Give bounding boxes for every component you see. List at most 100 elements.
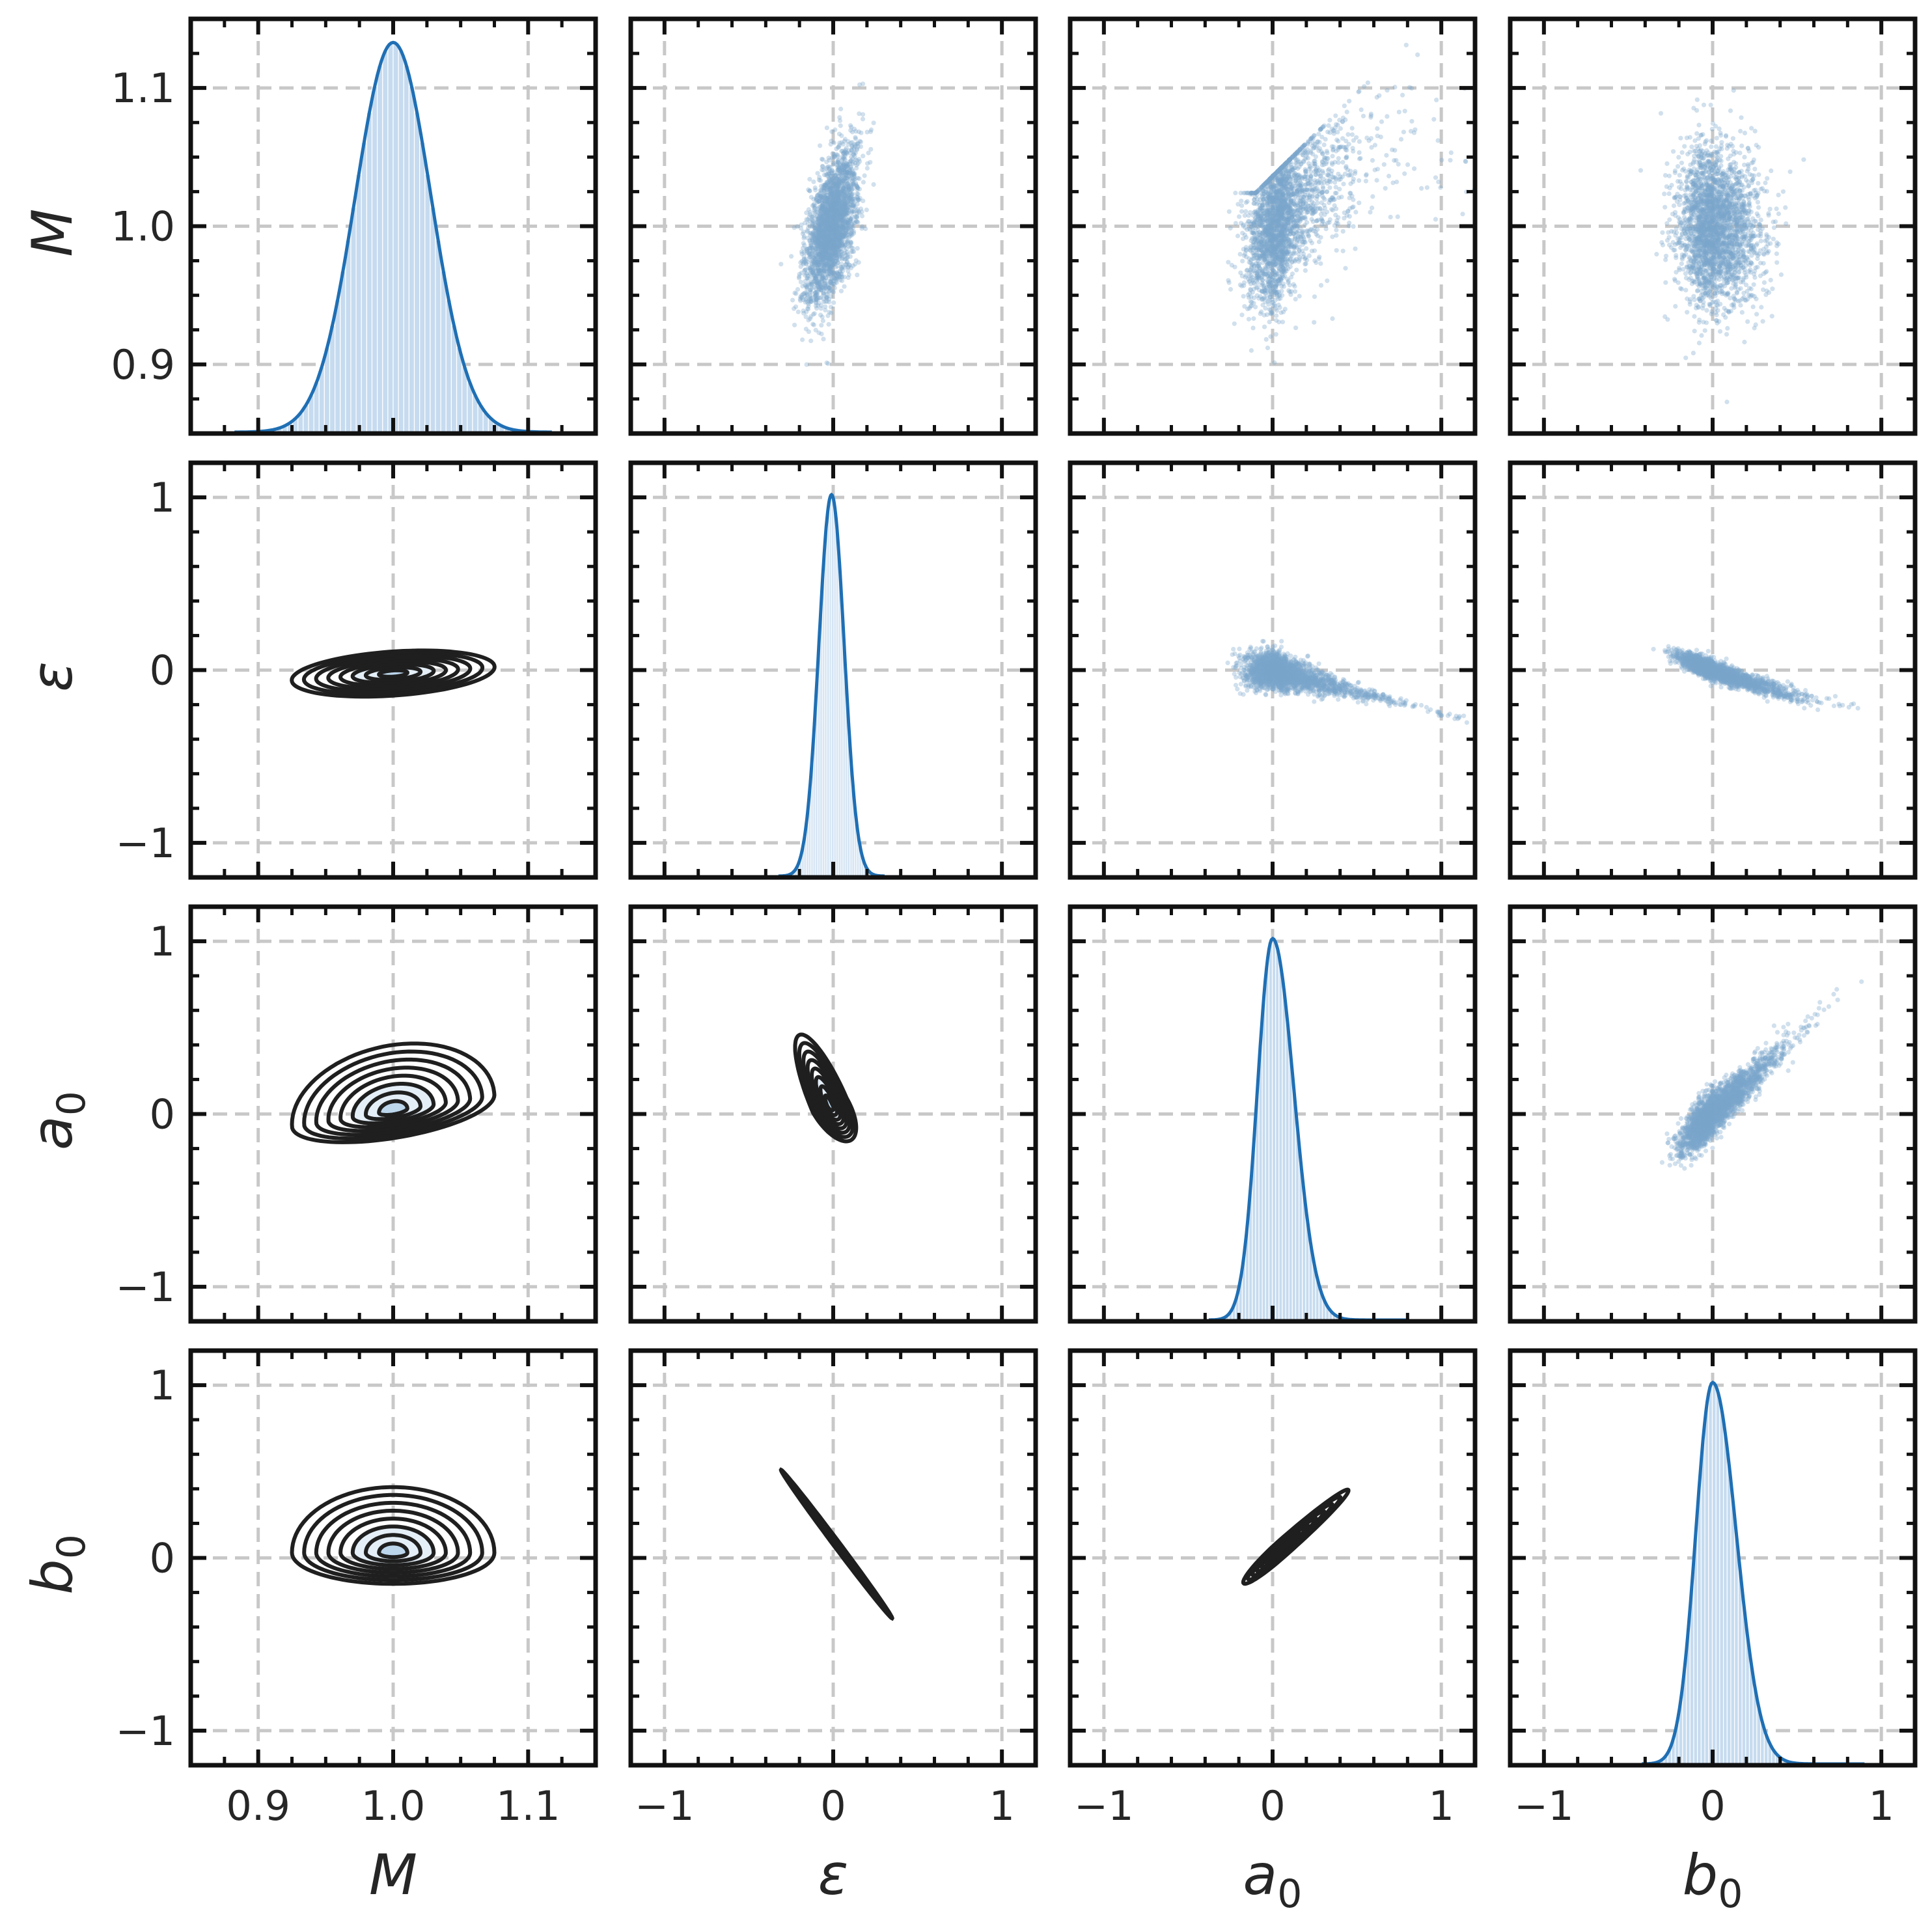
- scatter-point: [1349, 132, 1355, 137]
- scatter-point: [1402, 171, 1407, 176]
- scatter-point: [831, 227, 836, 232]
- y-tick-label: 1.0: [111, 203, 175, 251]
- scatter-point: [820, 253, 825, 258]
- scatter-point: [834, 186, 839, 192]
- scatter-point: [816, 236, 821, 241]
- scatter-point: [826, 224, 831, 229]
- scatter-point: [855, 191, 860, 197]
- scatter-point: [826, 216, 831, 221]
- scatter-point: [822, 244, 827, 249]
- scatter-point: [828, 174, 833, 179]
- scatter-point: [834, 193, 839, 198]
- scatter-point: [829, 198, 835, 204]
- scatter-point: [841, 162, 846, 167]
- scatter-point: [804, 262, 809, 267]
- scatter-point: [820, 241, 825, 247]
- scatter-point: [838, 215, 843, 220]
- scatter-point: [829, 231, 835, 236]
- scatter-point: [821, 238, 826, 243]
- scatter-point: [842, 221, 848, 226]
- scatter-point: [829, 277, 834, 282]
- scatter-point: [821, 337, 826, 342]
- scatter-point: [835, 167, 841, 172]
- scatter-point: [868, 127, 874, 132]
- scatter-point: [817, 174, 822, 180]
- scatter-point: [823, 282, 828, 287]
- scatter-point: [805, 229, 810, 234]
- scatter-point: [803, 267, 808, 272]
- scatter-point: [804, 286, 809, 291]
- scatter-point: [851, 196, 856, 202]
- scatter-point: [824, 211, 829, 216]
- scatter-point: [828, 246, 833, 252]
- scatter-point: [849, 130, 855, 135]
- scatter-point: [847, 148, 852, 153]
- scatter-point: [823, 241, 829, 246]
- scatter-point: [827, 265, 832, 270]
- scatter-point: [1353, 246, 1358, 251]
- scatter-point: [836, 206, 841, 211]
- scatter-point: [848, 159, 853, 164]
- scatter-point: [1357, 150, 1362, 155]
- scatter-point: [808, 240, 813, 245]
- scatter-point: [871, 182, 876, 187]
- scatter-point: [821, 269, 827, 274]
- scatter-point: [837, 247, 842, 252]
- scatter-point: [802, 282, 808, 288]
- scatter-point: [821, 265, 827, 270]
- scatter-point: [822, 186, 827, 191]
- scatter-point: [841, 224, 846, 229]
- scatter-point: [816, 253, 821, 258]
- scatter-point: [816, 284, 821, 290]
- scatter-point: [855, 195, 861, 200]
- scatter-point: [832, 230, 837, 236]
- scatter-point: [838, 224, 844, 229]
- scatter-point: [826, 213, 831, 219]
- scatter-point: [812, 311, 817, 316]
- scatter-point: [836, 183, 842, 188]
- scatter-point: [820, 167, 825, 172]
- scatter-point: [833, 195, 838, 200]
- scatter-point: [828, 267, 834, 272]
- scatter-point: [826, 202, 831, 207]
- scatter-point: [825, 219, 830, 224]
- scatter-point: [816, 271, 821, 276]
- scatter-point: [820, 238, 825, 243]
- scatter-point: [821, 186, 827, 191]
- scatter-point: [840, 241, 845, 247]
- scatter-point: [823, 275, 828, 281]
- scatter-point: [814, 194, 820, 199]
- scatter-point: [836, 239, 841, 244]
- scatter-point: [848, 241, 853, 246]
- scatter-point: [838, 191, 844, 197]
- scatter-point: [829, 170, 835, 175]
- scatter-point: [833, 220, 838, 225]
- scatter-point: [1363, 178, 1368, 184]
- scatter-point: [830, 230, 835, 236]
- scatter-point: [831, 251, 836, 257]
- scatter-point: [852, 171, 857, 176]
- scatter-point: [831, 222, 836, 227]
- scatter-point: [1439, 158, 1444, 163]
- scatter-point: [810, 249, 816, 255]
- scatter-point: [838, 224, 843, 230]
- scatter-point: [853, 214, 859, 219]
- scatter-point: [807, 218, 812, 224]
- scatter-point: [808, 268, 814, 273]
- scatter-point: [850, 199, 855, 204]
- scatter-point: [831, 194, 836, 199]
- hist-bar: [403, 65, 409, 433]
- scatter-point: [810, 262, 815, 267]
- scatter-point: [814, 227, 819, 232]
- scatter-point: [842, 210, 847, 215]
- scatter-point: [827, 251, 832, 256]
- scatter-point: [836, 220, 842, 225]
- scatter-point: [818, 303, 823, 308]
- scatter-point: [816, 217, 822, 222]
- scatter-point: [829, 181, 834, 186]
- scatter-point: [818, 193, 823, 199]
- scatter-point: [819, 220, 824, 226]
- scatter-point: [818, 247, 823, 252]
- scatter-point: [847, 232, 852, 237]
- scatter-point: [1351, 224, 1356, 229]
